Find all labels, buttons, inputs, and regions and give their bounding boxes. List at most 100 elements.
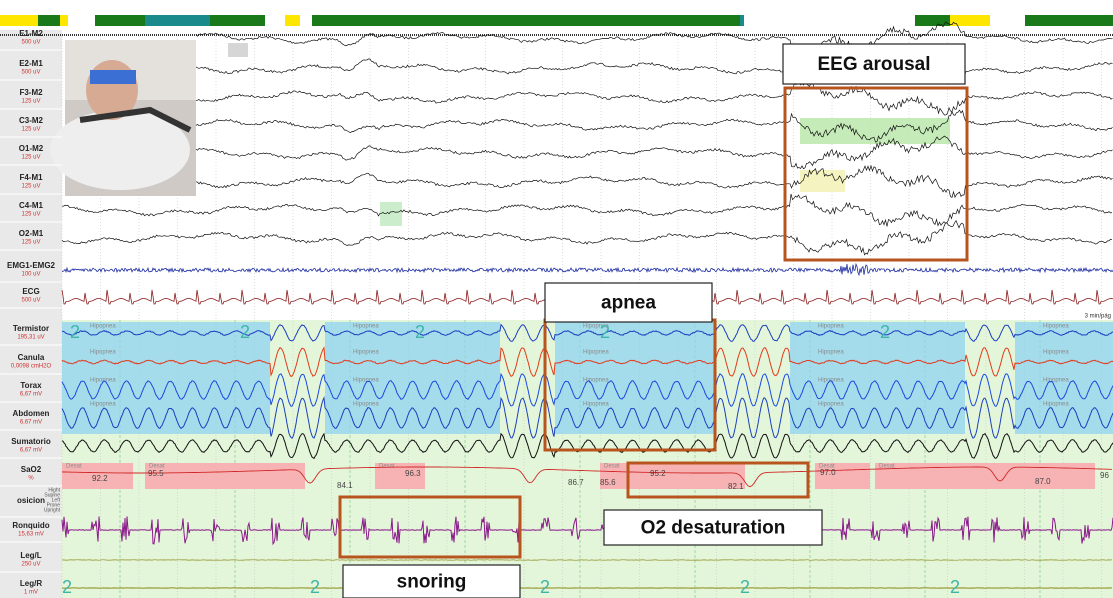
hypopnea-label: Hipopnea bbox=[1043, 350, 1069, 356]
hypopnea-label: Hipopnea bbox=[90, 324, 116, 330]
sao2-value: 97.0 bbox=[820, 468, 836, 477]
channel-name: Leg/L bbox=[20, 551, 41, 560]
channel-name: EMG1-EMG2 bbox=[7, 261, 56, 270]
sao2-value: 84.1 bbox=[337, 481, 353, 490]
channel-name: Termistor bbox=[13, 324, 49, 333]
hypopnea-label: Hipopnea bbox=[90, 350, 116, 356]
stage-marker: 2 bbox=[240, 322, 250, 342]
hypopnea-box bbox=[790, 322, 965, 434]
channel-name: Abdomen bbox=[13, 409, 50, 418]
hypopnea-label: Hipopnea bbox=[818, 324, 844, 330]
annotation-label: EEG arousal bbox=[818, 54, 931, 75]
overview-segment bbox=[285, 15, 300, 26]
hypopnea-label: Hipopnea bbox=[353, 350, 379, 356]
channel-name: Canula bbox=[18, 353, 45, 362]
channel-unit: 500 uV bbox=[21, 70, 40, 76]
sao2-value: 95.5 bbox=[148, 469, 164, 478]
hypopnea-label: Hipopnea bbox=[818, 350, 844, 356]
channel-name: O1-M2 bbox=[19, 144, 44, 153]
channel-unit: 100 uV bbox=[21, 272, 40, 278]
hypopnea-label: Hipopnea bbox=[818, 402, 844, 408]
annotation-label: O2 desaturation bbox=[641, 518, 786, 539]
channel-unit: 125 uV bbox=[21, 240, 40, 246]
channel-unit: 125 uV bbox=[21, 155, 40, 161]
overview-segment bbox=[915, 15, 950, 26]
channel-name: Ronquido bbox=[12, 521, 49, 530]
channel-unit: % bbox=[28, 476, 34, 482]
channel-unit: 6,67 mV bbox=[20, 392, 42, 398]
hypopnea-label: Hipopnea bbox=[90, 402, 116, 408]
overview-segment bbox=[950, 15, 990, 26]
stage-marker: 2 bbox=[880, 322, 890, 342]
overview-segment bbox=[145, 15, 210, 26]
sao2-value: 87.0 bbox=[1035, 477, 1051, 486]
stage-marker: 2 bbox=[600, 322, 610, 342]
overview-segment bbox=[312, 15, 740, 26]
hypopnea-label: Hipopnea bbox=[1043, 378, 1069, 384]
channel-unit: 6,67 mV bbox=[20, 448, 42, 454]
overview-segment bbox=[60, 15, 68, 26]
annotation-label: apnea bbox=[601, 293, 656, 314]
channel-name: C4-M1 bbox=[19, 201, 44, 210]
hypopnea-label: Hipopnea bbox=[583, 350, 609, 356]
sao2-value: 92.2 bbox=[92, 474, 108, 483]
desat-box bbox=[145, 463, 305, 489]
stage-marker: 2 bbox=[950, 577, 960, 597]
overview-segment bbox=[740, 15, 744, 26]
stage-marker: 2 bbox=[70, 322, 80, 342]
channel-name: Sumatorio bbox=[11, 437, 51, 446]
highlight bbox=[800, 170, 845, 192]
channel-unit: 6,67 mV bbox=[20, 420, 42, 426]
channel-name: F4-M1 bbox=[19, 173, 43, 182]
channel-unit: 125 uV bbox=[21, 212, 40, 218]
channel-unit: 500 uV bbox=[21, 298, 40, 304]
channel-name: E2-M1 bbox=[19, 59, 43, 68]
desat-label: Desat bbox=[379, 464, 395, 470]
channel-name: osicion bbox=[17, 496, 45, 505]
channel-name: F3-M2 bbox=[19, 88, 43, 97]
page-rate: 3 min/pág bbox=[1085, 314, 1111, 320]
hypopnea-label: Hipopnea bbox=[1043, 324, 1069, 330]
channel-name: C3-M2 bbox=[19, 116, 44, 125]
sao2-value: 96 bbox=[1100, 471, 1109, 480]
desat-label: Desat bbox=[66, 464, 82, 470]
sao2-value: 95.2 bbox=[650, 469, 666, 478]
channel-unit: 195,31 uV bbox=[17, 335, 44, 341]
sao2-value: 85.6 bbox=[600, 478, 616, 487]
channel-name: E1-M2 bbox=[19, 29, 43, 38]
sao2-value: 86.7 bbox=[568, 478, 584, 487]
channel-name: ECG bbox=[22, 287, 39, 296]
highlight bbox=[380, 202, 402, 226]
overview-segment bbox=[1025, 15, 1113, 26]
position-label: Upright bbox=[44, 507, 61, 513]
stage-marker: 2 bbox=[540, 577, 550, 597]
highlight bbox=[228, 43, 248, 57]
overview-segment bbox=[210, 15, 265, 26]
hypopnea-label: Hipopnea bbox=[1043, 402, 1069, 408]
overview-segment bbox=[95, 15, 145, 26]
channel-name: SaO2 bbox=[21, 465, 42, 474]
desat-box bbox=[600, 463, 745, 489]
stage-marker: 2 bbox=[740, 577, 750, 597]
hypopnea-box bbox=[555, 322, 715, 434]
channel-unit: 0,0098 cmH2O bbox=[11, 364, 52, 370]
sao2-value: 96.3 bbox=[405, 469, 421, 478]
hypopnea-label: Hipopnea bbox=[353, 402, 379, 408]
channel-unit: 125 uV bbox=[21, 99, 40, 105]
overview-segment bbox=[0, 15, 38, 26]
psg-screenshot: Hipopnea Hipopnea Hipopnea Hipopnea Hipopnea… bbox=[0, 0, 1113, 598]
hypopnea-label: Hipopnea bbox=[353, 324, 379, 330]
stage-marker: 2 bbox=[415, 322, 425, 342]
stage-marker: 2 bbox=[62, 577, 72, 597]
annotation-label: snoring bbox=[397, 572, 467, 593]
channel-name: Leg/R bbox=[20, 579, 42, 588]
channel-unit: 125 uV bbox=[21, 184, 40, 190]
channel-name: O2-M1 bbox=[19, 229, 44, 238]
channel-unit: 125 uV bbox=[21, 127, 40, 133]
patient-photo bbox=[50, 40, 196, 196]
channel-unit: 500 uV bbox=[21, 40, 40, 46]
stage-marker: 2 bbox=[310, 577, 320, 597]
photo-blur bbox=[90, 70, 136, 84]
channel-unit: 1 mV bbox=[24, 590, 38, 596]
channel-unit: 15,63 mV bbox=[18, 532, 44, 538]
